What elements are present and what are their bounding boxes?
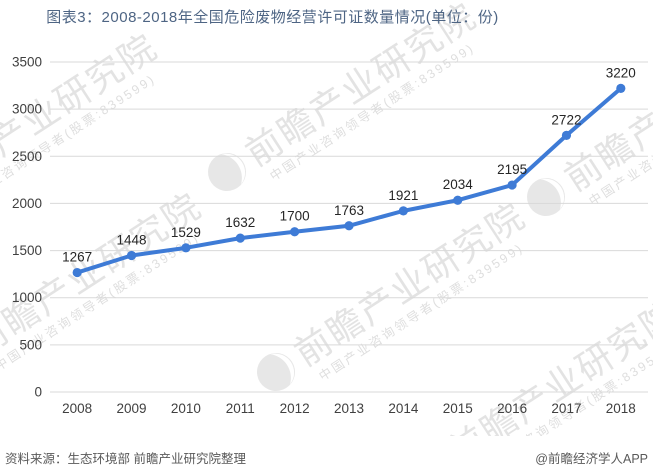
y-tick-label: 1000 [12, 290, 42, 305]
x-tick-label: 2018 [606, 401, 636, 416]
data-point-label: 2034 [443, 177, 474, 192]
credit-note: @前瞻经济学人APP [535, 452, 648, 466]
data-point [181, 243, 191, 253]
y-tick-label: 2500 [12, 149, 42, 164]
data-point-label: 1448 [117, 232, 147, 247]
chart-footer: 资料来源：生态环境部 前瞻产业研究院整理 @前瞻经济学人APP [0, 448, 653, 466]
y-axis-labels: 0 500 1000 1500 2000 2500 3000 3500 [12, 55, 42, 400]
data-point-label: 3220 [606, 65, 636, 80]
x-tick-label: 2017 [551, 401, 581, 416]
y-tick-label: 500 [19, 337, 42, 352]
data-point-label: 1763 [334, 203, 364, 218]
data-points [72, 83, 626, 278]
x-tick-label: 2008 [62, 401, 92, 416]
y-tick-label: 3500 [12, 55, 42, 70]
data-point [235, 233, 245, 243]
data-point [453, 195, 463, 205]
data-point-label: 2195 [497, 162, 527, 177]
data-point [398, 206, 408, 216]
x-axis-labels: 2008 2009 2010 2011 2012 2013 2014 2015 2016 2017… [62, 401, 636, 416]
data-point [616, 83, 626, 93]
chart-title: 图表3：2008-2018年全国危险废物经营许可证数量情况(单位：份) [46, 9, 499, 26]
x-tick-label: 2016 [497, 401, 527, 416]
data-point-label: 1529 [171, 225, 201, 240]
data-point [561, 130, 572, 140]
x-tick-label: 2010 [171, 401, 201, 416]
y-tick-label: 2000 [12, 196, 42, 211]
x-tick-label: 2014 [388, 401, 419, 416]
y-tick-label: 0 [34, 385, 42, 400]
data-point [290, 227, 300, 237]
data-point [72, 267, 82, 278]
x-tick-label: 2011 [226, 401, 255, 416]
gridlines [50, 61, 648, 393]
x-tick-label: 2009 [117, 401, 147, 416]
data-point-label: 1700 [280, 209, 310, 224]
x-tick-label: 2013 [334, 401, 364, 416]
data-point [126, 250, 137, 261]
data-point [507, 180, 517, 190]
data-point-label: 2722 [551, 112, 581, 127]
data-labels: 1267 1448 1529 1632 1700 1763 1921 2034 2195 2722… [62, 65, 636, 264]
data-point-label: 1632 [225, 215, 255, 230]
qianzhan-logo-icon [527, 178, 565, 216]
data-point-label: 1921 [388, 188, 418, 203]
y-tick-label: 1500 [12, 243, 42, 258]
source-note: 资料来源：生态环境部 前瞻产业研究院整理 [5, 452, 246, 466]
y-tick-label: 3000 [12, 102, 42, 117]
data-point [344, 221, 354, 231]
qianzhan-logo-icon [257, 353, 295, 391]
x-tick-label: 2015 [443, 401, 473, 416]
watermark-big-text: 前瞻产业研究院 [287, 195, 532, 374]
qianzhan-logo-icon [208, 153, 246, 191]
x-tick-label: 2012 [280, 401, 310, 416]
data-point-label: 1267 [62, 250, 92, 265]
